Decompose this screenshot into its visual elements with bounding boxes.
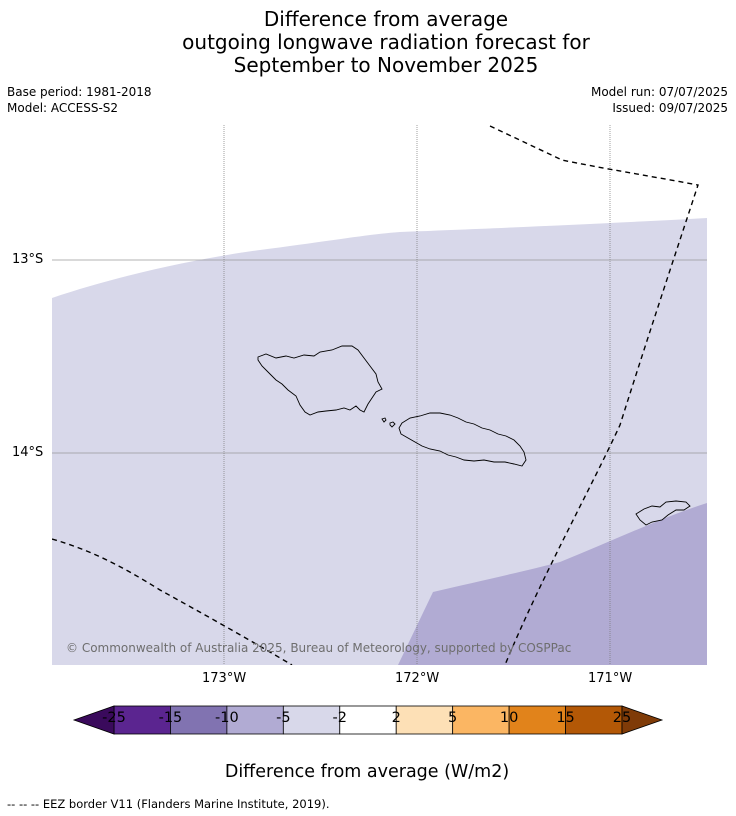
anomaly-region-medium	[398, 503, 707, 665]
model-run: Model run: 07/07/2025	[590, 85, 728, 99]
copyright-notice: © Commonwealth of Australia 2025, Bureau…	[66, 641, 572, 655]
colorbar-segment	[170, 705, 228, 735]
meta-left: Base period: 1981-2018 Model: ACCESS-S2	[7, 84, 152, 116]
base-period: Base period: 1981-2018	[7, 85, 152, 99]
lat-label-13s: 13°S	[12, 252, 44, 267]
colorbar-tick-label: -5	[276, 710, 291, 726]
colorbar-tick-label: 15	[556, 710, 575, 726]
title-line-2: outgoing longwave radiation forecast for	[182, 30, 590, 54]
colorbar-tick-label: -15	[158, 710, 183, 726]
colorbar-segment	[565, 705, 623, 735]
eez-border-southwest	[52, 538, 293, 665]
colorbar-tick-label: -25	[102, 710, 126, 726]
colorbar-tick-label: 10	[499, 710, 519, 726]
eez-legend-note: -- -- -- EEZ border V11 (Flanders Marine…	[7, 797, 330, 811]
island-tutuila	[635, 500, 691, 526]
island-manono	[381, 417, 387, 423]
colorbar-over-arrow	[621, 705, 664, 735]
issued-date: Issued: 09/07/2025	[612, 101, 728, 115]
lon-label-173w: 173°W	[202, 671, 247, 686]
colorbar	[72, 705, 664, 735]
colorbar-segment	[339, 705, 397, 735]
colorbar-tick-label: -2	[332, 710, 347, 726]
lon-label-171w: 171°W	[588, 671, 633, 686]
chart-title: Difference from average outgoing longwav…	[0, 8, 736, 77]
colorbar-title: Difference from average (W/m2)	[224, 762, 510, 782]
colorbar-tick-label: -10	[215, 710, 239, 726]
colorbar-under-arrow	[72, 705, 115, 735]
island-apolima	[389, 421, 396, 428]
colorbar-tick-label: 5	[448, 710, 458, 726]
colorbar-tick-label: 2	[391, 710, 401, 726]
island-upolu	[398, 412, 527, 467]
meta-right: Model run: 07/07/2025 Issued: 09/07/2025	[591, 84, 728, 116]
colorbar-segment	[282, 705, 341, 735]
model-name: Model: ACCESS-S2	[7, 101, 119, 115]
lat-label-14s: 14°S	[12, 445, 44, 460]
colorbar-tick-label: 25	[612, 710, 632, 726]
title-line-1: Difference from average	[263, 7, 509, 31]
colorbar-segment	[113, 705, 171, 735]
island-savaii	[257, 345, 383, 416]
anomaly-region-light	[52, 218, 707, 665]
colorbar-segment	[395, 705, 454, 735]
colorbar-segment	[452, 705, 510, 735]
lon-label-172w: 172°W	[395, 671, 440, 686]
eez-border-north	[489, 125, 699, 665]
title-line-3: September to November 2025	[233, 53, 539, 77]
map-panel	[52, 125, 707, 665]
